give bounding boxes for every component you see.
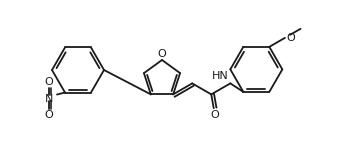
- Text: HN: HN: [212, 71, 228, 81]
- Text: O: O: [286, 33, 295, 43]
- Text: N: N: [45, 94, 53, 104]
- Text: O: O: [158, 49, 166, 59]
- Text: O: O: [45, 110, 53, 120]
- Text: O: O: [45, 77, 53, 87]
- Text: O: O: [210, 110, 219, 120]
